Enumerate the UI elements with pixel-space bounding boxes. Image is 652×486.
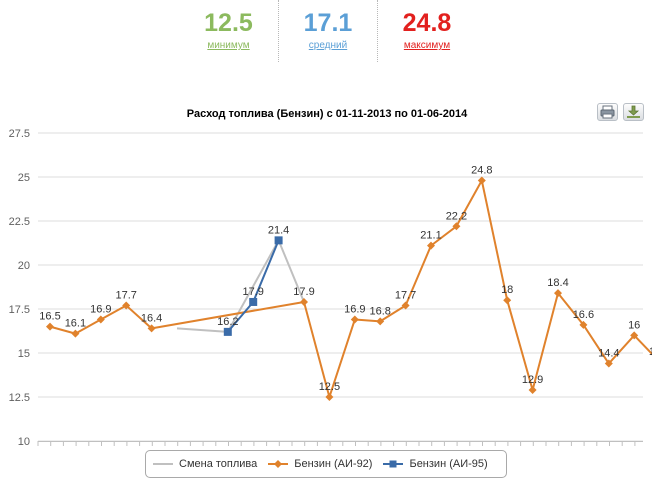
download-button[interactable] — [623, 103, 644, 121]
data-point-diamond — [528, 385, 537, 394]
stat-min: 12.5 минимум — [179, 0, 278, 62]
stats-bar: 12.5 минимум 17.1 средний 24.8 максимум — [179, 0, 476, 62]
chart-legend: Смена топлива Бензин (АИ-92) Бензин (АИ-… — [145, 450, 507, 478]
data-point-diamond — [554, 289, 562, 298]
data-point-diamond — [147, 324, 156, 333]
x-axis — [37, 441, 643, 446]
legend-label-fuel-change: Смена топлива — [179, 458, 258, 470]
data-label: 12.9 — [522, 374, 543, 386]
data-point-diamond — [71, 329, 80, 338]
y-tick-label: 12.5 — [9, 392, 30, 404]
download-icon — [627, 105, 640, 118]
data-label: 16.4 — [141, 312, 162, 324]
data-point-diamond — [96, 315, 105, 324]
y-tick-label: 25 — [18, 172, 30, 184]
data-point-diamond — [350, 315, 359, 324]
data-label: 17.9 — [293, 286, 314, 298]
data-label: 16.5 — [39, 311, 60, 323]
data-label: 24.8 — [471, 165, 492, 177]
data-label: 18 — [501, 284, 513, 296]
y-tick-label: 15 — [18, 348, 30, 360]
data-label: 16.9 — [90, 304, 111, 316]
stat-min-value: 12.5 — [204, 9, 253, 37]
data-point-square — [249, 297, 258, 306]
legend-square-icon — [383, 460, 404, 468]
series-line-0 — [176, 239, 305, 333]
data-point-diamond — [427, 241, 435, 250]
data-point-diamond — [630, 331, 639, 340]
stat-max-value: 24.8 — [402, 9, 452, 37]
y-tick-label: 22.5 — [9, 216, 30, 228]
data-label: 16.6 — [573, 309, 594, 321]
data-point-square — [223, 327, 232, 336]
data-label: 21.1 — [420, 230, 441, 242]
y-tick-label: 17.5 — [9, 304, 30, 316]
chart-title: Расход топлива (Бензин) с 01-11-2013 по … — [187, 108, 468, 120]
data-label: 17.7 — [115, 289, 136, 301]
data-point-diamond — [452, 222, 461, 231]
data-point-diamond — [604, 359, 613, 368]
chart-series — [46, 176, 652, 401]
data-label: 16.2 — [217, 316, 238, 328]
legend-item-ai95[interactable]: Бензин (АИ-95) — [383, 458, 488, 470]
data-point-diamond — [325, 393, 334, 401]
y-tick-label: 27.5 — [9, 128, 30, 140]
stat-avg: 17.1 средний — [278, 0, 377, 62]
legend-item-ai92[interactable]: Бензин (АИ-92) — [268, 458, 372, 470]
data-label: 18.4 — [547, 277, 568, 289]
data-label: 16.8 — [369, 305, 390, 317]
data-label: 16.1 — [65, 318, 86, 330]
legend-label-ai92: Бензин (АИ-92) — [294, 458, 373, 470]
data-point-diamond — [503, 296, 512, 305]
data-point-diamond — [401, 301, 410, 310]
y-tick-label: 20 — [18, 260, 30, 272]
data-point-diamond — [122, 301, 131, 310]
legend-diamond-icon — [268, 460, 289, 468]
data-point-square — [274, 236, 283, 245]
legend-item-fuel-change[interactable]: Смена топлива — [153, 458, 257, 470]
stat-min-link[interactable]: минимум — [207, 40, 250, 51]
data-label: 12.5 — [319, 381, 340, 393]
print-icon — [600, 105, 615, 119]
data-label: 21.4 — [268, 224, 289, 236]
print-button[interactable] — [597, 103, 618, 121]
stat-max-link[interactable]: максимум — [403, 40, 451, 51]
y-tick-label: 10 — [18, 436, 30, 448]
data-point-diamond — [300, 297, 308, 306]
stat-avg-link[interactable]: средний — [308, 40, 348, 51]
data-label: 22.2 — [446, 210, 467, 222]
legend-label-ai95: Бензин (АИ-95) — [409, 458, 488, 470]
legend-line-gray-icon — [153, 463, 173, 465]
chart-data-labels: 16.5 16.1 16.9 17.7 16.4 16.2 17.9 21.4 17.9 12.5… — [39, 165, 652, 393]
data-point-diamond — [477, 176, 486, 185]
data-label: 16.9 — [344, 304, 365, 316]
data-label: 16 — [628, 319, 640, 331]
data-point-diamond — [46, 322, 54, 331]
stat-max: 24.8 максимум — [377, 0, 476, 62]
y-axis: 10 12.5 15 17.5 20 22.5 25 27.5 — [9, 128, 30, 448]
data-point-diamond — [579, 320, 588, 329]
data-label: 17.9 — [242, 286, 263, 298]
data-label: 17.7 — [395, 289, 416, 301]
data-label: 14.5 — [649, 346, 652, 358]
data-label: 14.4 — [598, 348, 619, 360]
data-point-diamond — [376, 317, 385, 326]
stat-avg-value: 17.1 — [303, 9, 353, 37]
